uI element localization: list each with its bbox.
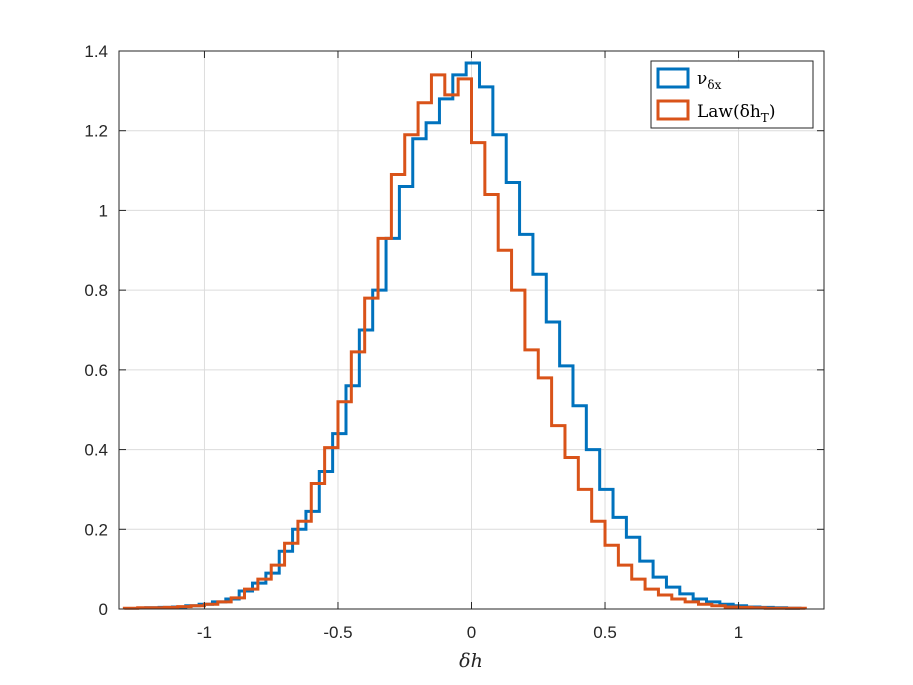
x-tick-label: -1 [197,623,212,642]
legend-entry-law: Law(δhT) [656,99,775,125]
series-layer [122,61,807,610]
y-tick-label: 0 [99,600,108,619]
x-tick-label: 0.5 [593,623,617,642]
y-tick-label: 0.2 [84,520,108,539]
legend-swatch-law [656,99,690,121]
y-tick-label: 1.4 [84,42,108,61]
y-tick-label: 1.2 [84,122,108,141]
legend-swatch-nu [656,67,690,89]
x-axis-label: δh [459,650,483,672]
tick-labels: -1 -0.5 0 0.5 1 0 0.2 0.4 0.6 0.8 1 1.2 1.4 [84,42,743,642]
x-tick-label: 0 [467,623,476,642]
x-tick-label: 1 [734,623,743,642]
legend-box [650,60,814,129]
y-tick-label: 0.6 [84,361,108,380]
series-1-stairs [122,73,807,610]
legend-label-nu: νδx [697,69,722,92]
series-0-stairs [144,61,802,610]
y-tick-label: 0.8 [84,281,108,300]
legend-entry-nu: νδx [656,67,722,92]
y-tick-label: 0.4 [84,441,108,460]
y-tick-label: 1 [99,201,108,220]
legend-label-law: Law(δhT) [697,102,775,125]
ticks [119,50,824,610]
legend: νδx Law(δhT) [650,60,814,129]
x-tick-label: -0.5 [323,623,352,642]
